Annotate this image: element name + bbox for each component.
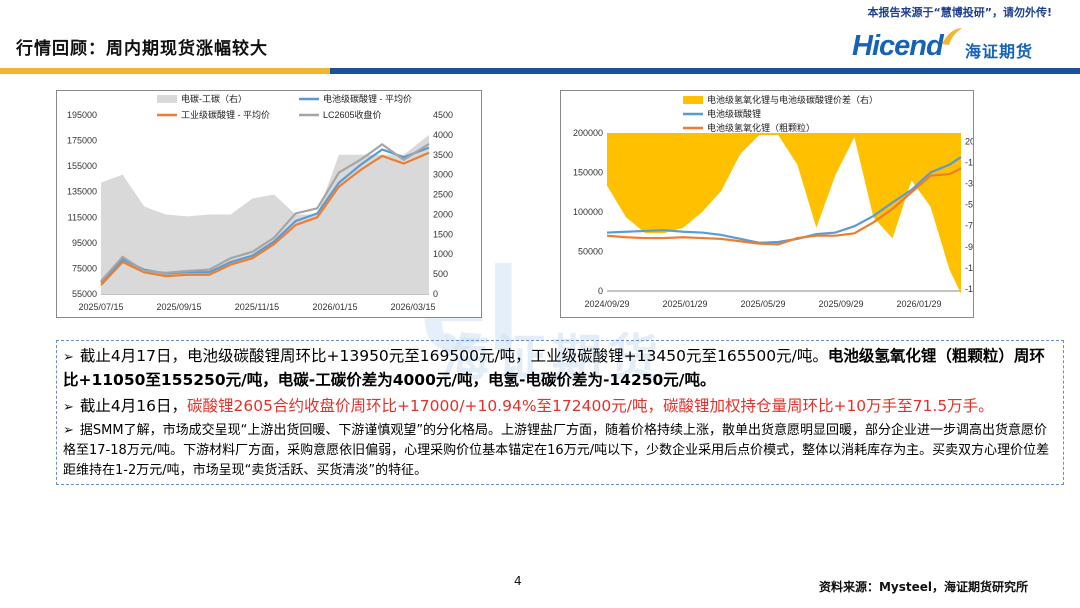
watermark-text: 海证期货 bbox=[440, 329, 664, 387]
legend-swatch bbox=[157, 95, 177, 103]
y-right-tick-label: 3000 bbox=[433, 170, 453, 180]
y-right-tick-label: -11800 bbox=[965, 263, 973, 273]
legend-label: 工业级碳酸锂 - 平均价 bbox=[181, 109, 270, 120]
y-left-tick-label: 150000 bbox=[573, 168, 603, 178]
legend-label: 电池级氢氧化锂（粗颗粒） bbox=[707, 122, 815, 133]
y-right-tick-label: 3500 bbox=[433, 150, 453, 160]
series-line-1 bbox=[606, 167, 962, 246]
page-number: 4 bbox=[514, 574, 522, 588]
bullet-market-comment: ➢ 据SMM了解，市场成交呈现“上游出货回暖、下游谨慎观望”的分化格局。上游锂盐厂… bbox=[63, 421, 1053, 481]
chart-lithium-carbonate-prices: 55000 75000 95000 115000 135000 155000 175000 1… bbox=[56, 90, 482, 318]
y-left-tick-label: 135000 bbox=[67, 187, 97, 197]
y-right-tick-label: -5800 bbox=[965, 200, 973, 210]
y-right-tick-label: 4500 bbox=[433, 110, 453, 120]
page-title: 行情回顾：周内期现货涨幅较大 bbox=[16, 39, 268, 59]
y-right-tick-label: -7800 bbox=[965, 221, 973, 231]
y-left-tick-label: 0 bbox=[598, 286, 603, 296]
x-tick-label: 2025/07/15 bbox=[78, 302, 123, 312]
y-left-tick-label: 95000 bbox=[72, 238, 97, 248]
y-left-tick-label: 195000 bbox=[67, 110, 97, 120]
x-tick-label: 2025/09/15 bbox=[156, 302, 201, 312]
bullet3-text: 据SMM了解，市场成交呈现“上游出货回暖、下游谨慎观望”的分化格局。上游锂盐厂方… bbox=[63, 423, 1050, 478]
y-left-tick-label: 50000 bbox=[578, 247, 603, 257]
logo-wordmark: Hicend bbox=[852, 30, 944, 62]
report-notice: 本报告来源于“慧博投研”，请勿外传! bbox=[867, 6, 1052, 19]
bullet2-open-interest: 碳酸锂加权持仓量周环比+10万手至71.5万手。 bbox=[662, 397, 994, 415]
y-left-tick-label: 200000 bbox=[573, 128, 603, 138]
chart1-svg: 55000 75000 95000 115000 135000 155000 175000 1… bbox=[67, 93, 453, 312]
y-right-tick-label: -3800 bbox=[965, 179, 973, 189]
y-left-tick-label: 55000 bbox=[72, 289, 97, 299]
bullet-arrow-icon: ➢ bbox=[63, 423, 74, 438]
legend-label: 电池级碳酸锂 bbox=[707, 108, 761, 119]
legend-label: 电碳-工碳（右） bbox=[181, 93, 247, 104]
logo-swoosh-icon bbox=[942, 28, 962, 45]
bullet-arrow-icon: ➢ bbox=[63, 400, 74, 415]
y-left-tick-label: 75000 bbox=[72, 263, 97, 273]
x-tick-label: 2025/09/29 bbox=[818, 299, 863, 309]
series-line-2 bbox=[100, 142, 430, 282]
x-tick-label: 2024/09/29 bbox=[584, 299, 629, 309]
y-left-tick-label: 175000 bbox=[67, 136, 97, 146]
y-right-tick-label: 2500 bbox=[433, 190, 453, 200]
bullet2-close-price: 碳酸锂2605合约收盘价周环比+17000/+10.94%至172400元/吨， bbox=[187, 397, 663, 415]
y-right-tick-label: -13800 bbox=[965, 284, 973, 294]
series-line-1 bbox=[100, 151, 430, 286]
header-rule-blue bbox=[330, 68, 1080, 74]
y-left-tick-label: 155000 bbox=[67, 161, 97, 171]
company-logo: Hicend 海证期货 bbox=[852, 26, 1062, 68]
legend-label: LC2605收盘价 bbox=[323, 109, 382, 120]
header-rule-yellow bbox=[0, 68, 330, 74]
bullet1-bold-text: 电池级氢氧化锂（粗颗粒）周环比+11050至155250元/吨，电碳-工碳价差为… bbox=[63, 347, 1045, 389]
y-right-tick-label: 200 bbox=[965, 136, 973, 146]
legend-swatch bbox=[683, 96, 703, 104]
x-tick-label: 2026/03/15 bbox=[390, 302, 435, 312]
y-right-tick-label: 1000 bbox=[433, 249, 453, 259]
price-spread-area bbox=[607, 133, 961, 294]
bullet-spot-prices: ➢ 截止4月17日，电池级碳酸锂周环比+13950元至169500元/吨，工业级碳… bbox=[63, 345, 1053, 392]
y-left-tick-label: 115000 bbox=[68, 212, 97, 222]
y-right-tick-label: 0 bbox=[433, 289, 438, 299]
bullet1-text: 截止4月17日，电池级碳酸锂周环比+13950元至169500元/吨，工业级碳酸… bbox=[79, 347, 828, 365]
commentary-box: ➢ 截止4月17日，电池级碳酸锂周环比+13950元至169500元/吨，工业级碳… bbox=[56, 340, 1064, 485]
chart2-svg: 0 50000 100000 150000 200000 200 -1800 -3800 -58… bbox=[573, 94, 993, 309]
y-right-tick-label: -1800 bbox=[965, 157, 973, 167]
bullet2-lead: 截止4月16日， bbox=[79, 397, 187, 415]
x-tick-label: 2026/01/29 bbox=[896, 299, 941, 309]
legend-label: 电池级碳酸锂 - 平均价 bbox=[323, 93, 412, 104]
y-right-tick-label: 2000 bbox=[433, 209, 453, 219]
x-tick-label: 2025/05/29 bbox=[740, 299, 785, 309]
y-right-tick-label: 4000 bbox=[433, 130, 453, 140]
logo-chinese-name: 海证期货 bbox=[965, 42, 1034, 61]
chart-hydroxide-carbonate-spread: 0 50000 100000 150000 200000 200 -1800 -3800 -58… bbox=[560, 90, 993, 318]
x-tick-label: 2026/01/15 bbox=[312, 302, 357, 312]
y-right-tick-label: -9800 bbox=[965, 242, 973, 252]
y-right-tick-label: 500 bbox=[433, 269, 448, 279]
y-right-tick-label: 1500 bbox=[433, 229, 453, 239]
y-left-tick-label: 100000 bbox=[573, 207, 603, 217]
x-tick-label: 2025/01/29 bbox=[662, 299, 707, 309]
bullet-arrow-icon: ➢ bbox=[63, 350, 74, 365]
bullet-futures: ➢ 截止4月16日，碳酸锂2605合约收盘价周环比+17000/+10.94%至1… bbox=[63, 395, 1053, 419]
x-tick-label: 2025/11/15 bbox=[235, 302, 279, 312]
data-source: 资料来源：Mysteel，海证期货研究所 bbox=[818, 580, 1028, 594]
legend-label: 电池级氢氧化锂与电池级碳酸锂价差（右） bbox=[707, 94, 878, 105]
